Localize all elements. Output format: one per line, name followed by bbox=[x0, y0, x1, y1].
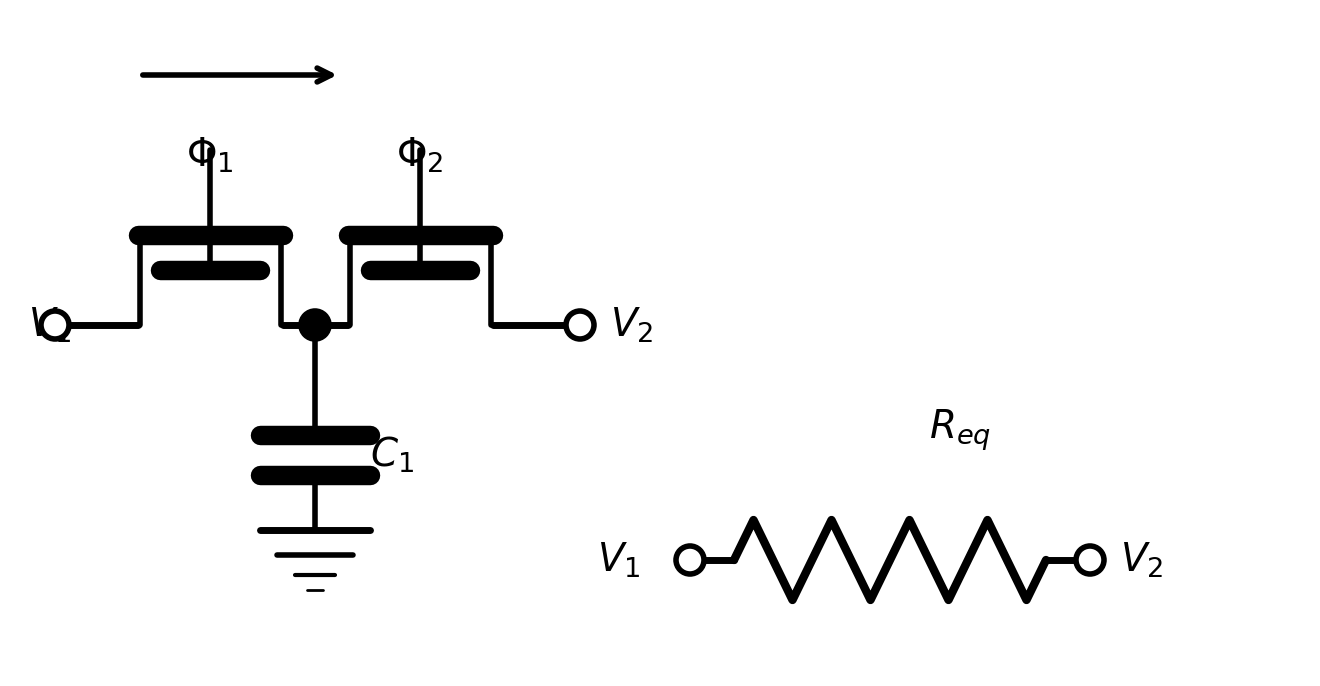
Circle shape bbox=[566, 311, 594, 339]
Circle shape bbox=[301, 311, 329, 339]
Text: $V_1$: $V_1$ bbox=[28, 305, 71, 344]
Circle shape bbox=[1076, 546, 1104, 574]
Text: $V_1$: $V_1$ bbox=[597, 541, 640, 580]
Text: $C_1$: $C_1$ bbox=[370, 435, 414, 475]
Circle shape bbox=[41, 311, 69, 339]
Text: $\Phi_2$: $\Phi_2$ bbox=[396, 135, 444, 175]
Text: $V_2$: $V_2$ bbox=[610, 305, 653, 344]
Text: $R_{eq}$: $R_{eq}$ bbox=[929, 407, 991, 453]
Text: $V_2$: $V_2$ bbox=[1119, 541, 1163, 580]
Text: $\Phi_1$: $\Phi_1$ bbox=[186, 135, 234, 175]
Circle shape bbox=[676, 546, 704, 574]
